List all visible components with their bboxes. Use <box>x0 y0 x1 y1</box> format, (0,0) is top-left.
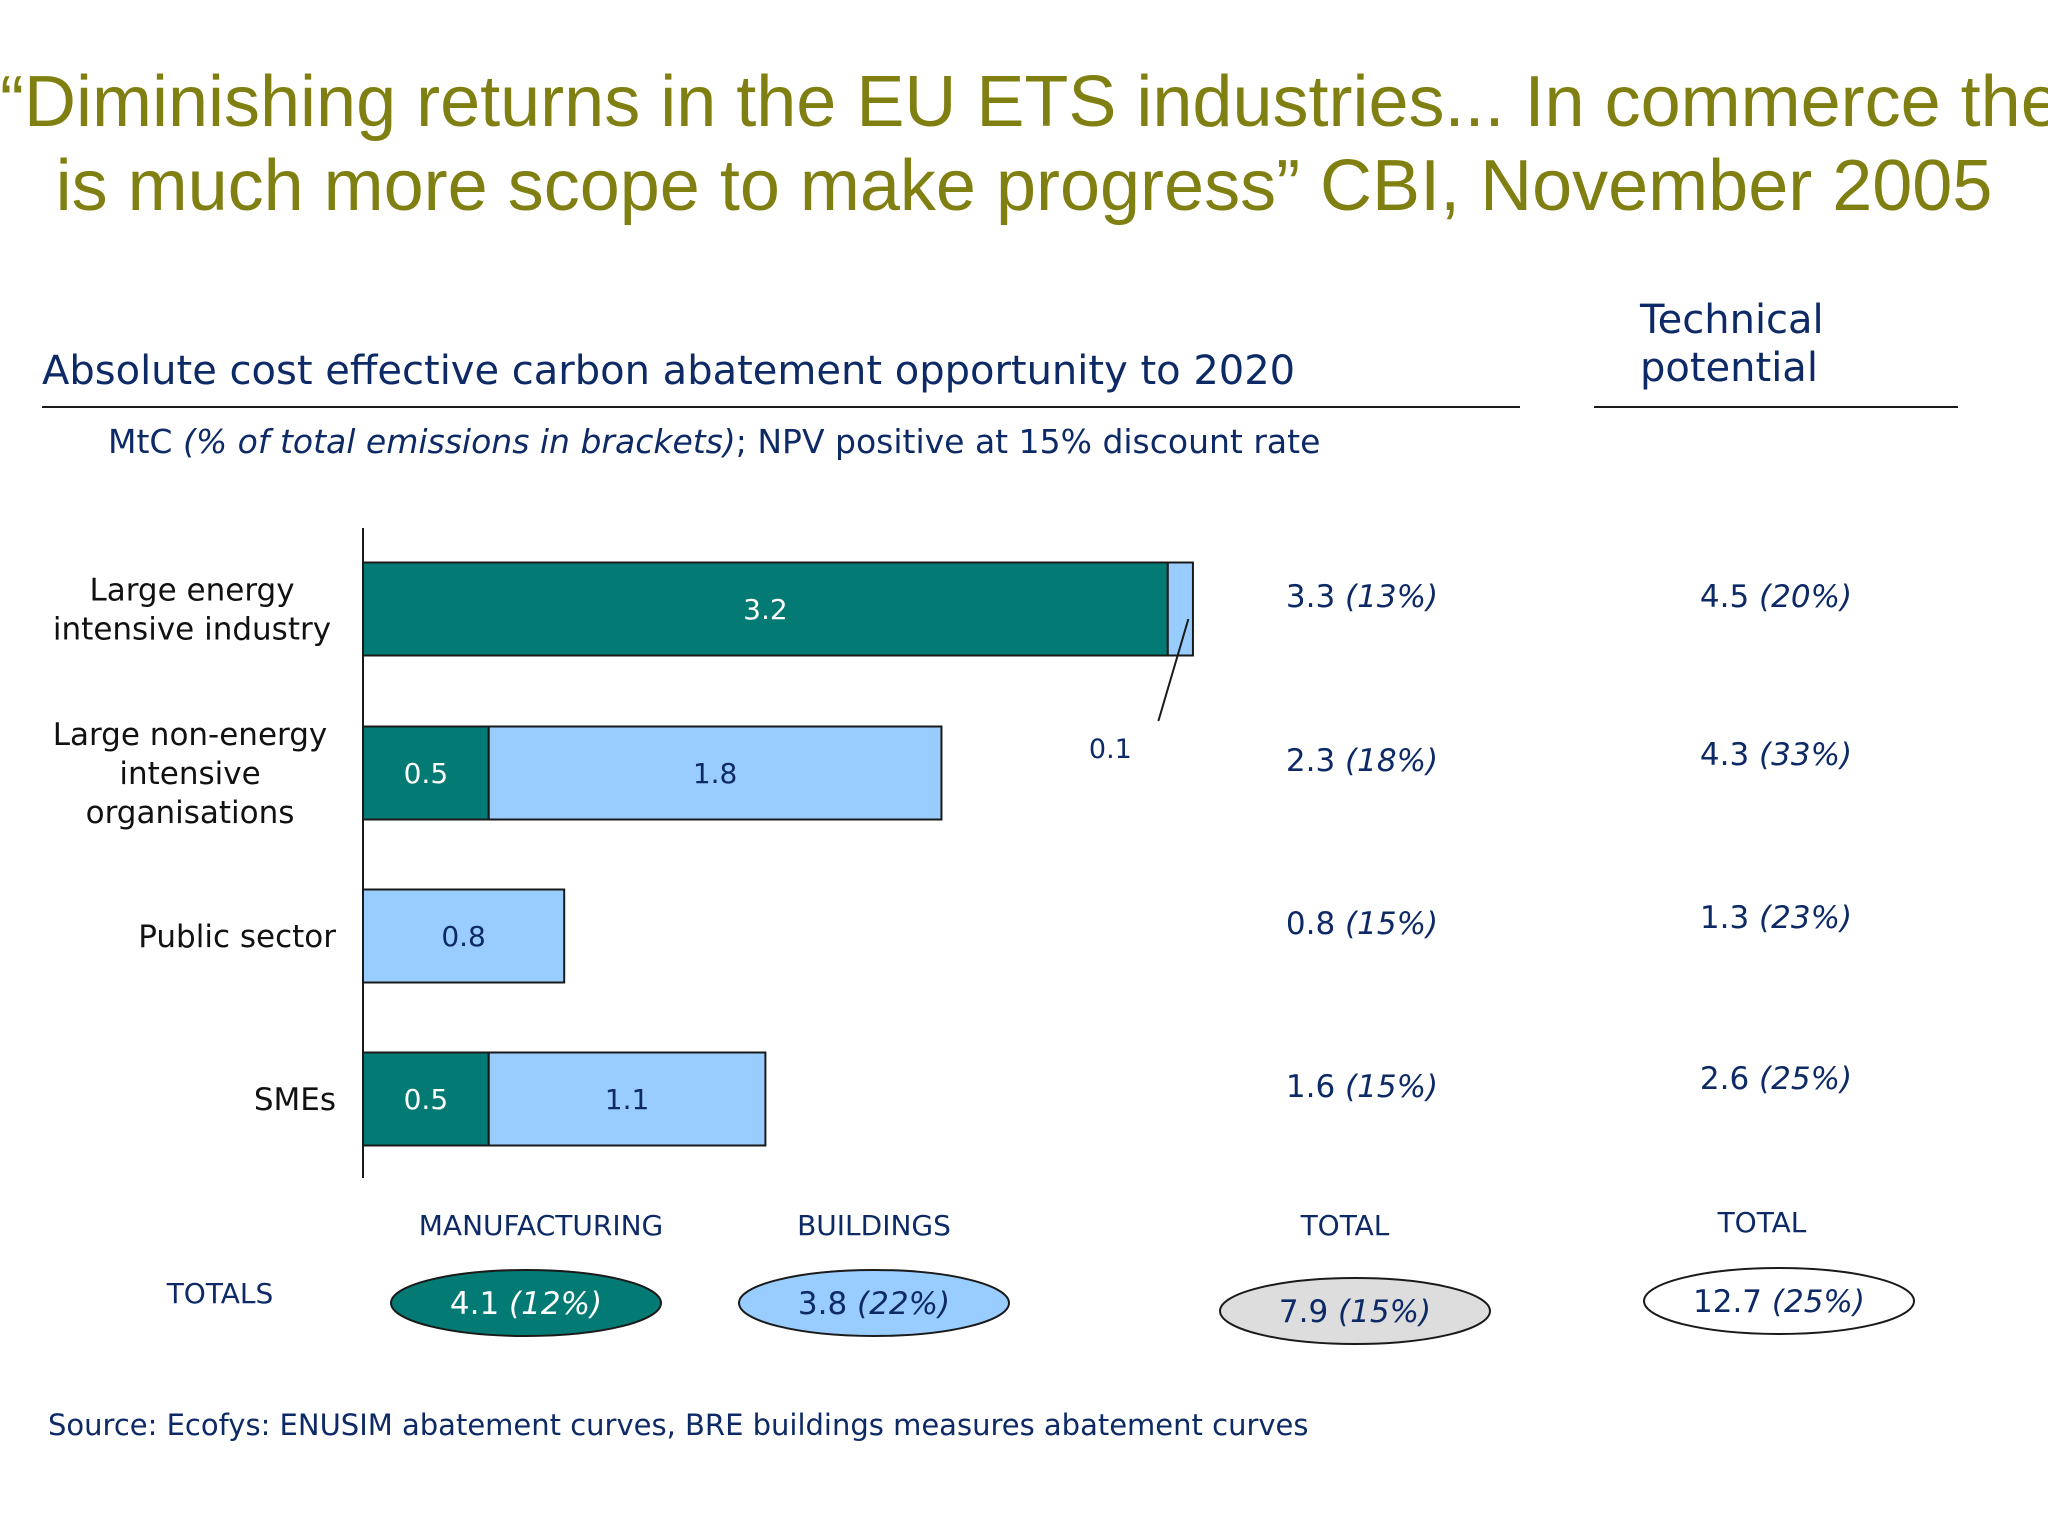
manufacturing-bar <box>362 561 1169 657</box>
subtitle-unit: MtC <box>108 422 173 461</box>
chart-subtitle: MtC (% of total emissions in brackets); … <box>108 422 1320 461</box>
total-pct: (15%) <box>1338 1294 1431 1330</box>
total-value: 7.9 <box>1279 1294 1338 1330</box>
buildings-total-text: 3.8 (22%) <box>798 1286 950 1322</box>
data-label: 1.8 <box>693 757 738 790</box>
manufacturing-bar <box>362 725 490 821</box>
row-total-pct: (18%) <box>1345 743 1438 779</box>
total-value: 3.8 <box>798 1286 857 1322</box>
source-note: Source: Ecofys: ENUSIM abatement curves,… <box>48 1408 1309 1442</box>
data-label: 0.8 <box>441 920 486 953</box>
data-label: 3.2 <box>743 593 788 626</box>
technical-total-header: TOTAL <box>1717 1206 1807 1239</box>
buildings-total-ellipse <box>738 1269 1010 1337</box>
headline: “Diminishing returns in the EU ETS indus… <box>0 60 2048 228</box>
technical-potential-value: 4.3 (33%) <box>1700 737 1852 773</box>
category-label: SMEs <box>254 1082 336 1118</box>
category-label-line: organisations <box>86 795 295 831</box>
total-pct: (22%) <box>857 1286 950 1322</box>
technical-value: 4.5 <box>1700 579 1759 615</box>
headline-line-1: “Diminishing returns in the EU ETS indus… <box>0 62 2048 142</box>
total-value: 12.7 <box>1693 1284 1772 1320</box>
category-label: Large energy intensive industry <box>53 573 331 648</box>
total-total-text: 7.9 (15%) <box>1279 1294 1431 1330</box>
technical-potential-title: Technical potential <box>1640 297 1824 391</box>
data-label: 1.1 <box>605 1083 650 1116</box>
category-label-line: intensive industry <box>53 612 331 648</box>
category-label: Public sector <box>138 919 336 955</box>
row-total: 1.6 (15%) <box>1286 1069 1438 1105</box>
category-label-line: intensive <box>119 756 260 792</box>
category-label-line: Large non-energy <box>53 717 328 753</box>
buildings-bar <box>1166 561 1194 657</box>
category-label-line: Large energy <box>89 573 294 609</box>
buildings-bar <box>362 888 566 984</box>
total-total-ellipse <box>1219 1277 1491 1345</box>
buildings-header: BUILDINGS <box>797 1209 951 1242</box>
category-label-line: Public sector <box>138 919 336 955</box>
row-total-pct: (13%) <box>1345 579 1438 615</box>
buildings-bar <box>487 725 943 821</box>
chart-title: Absolute cost effective carbon abatement… <box>42 348 1296 394</box>
row-total-pct: (15%) <box>1345 906 1438 942</box>
headline-line-2: is much more scope to make progress” CBI… <box>55 146 1993 226</box>
row-total: 3.3 (13%) <box>1286 579 1438 615</box>
row-total: 2.3 (18%) <box>1286 743 1438 779</box>
total-pct: (25%) <box>1772 1284 1865 1320</box>
row-total-value: 0.8 <box>1286 906 1345 942</box>
row-total-value: 3.3 <box>1286 579 1345 615</box>
chart-title-rule <box>42 406 1520 408</box>
row-total-value: 2.3 <box>1286 743 1345 779</box>
row-total-value: 1.6 <box>1286 1069 1345 1105</box>
data-label-leader <box>1157 618 1190 722</box>
technical-value: 4.3 <box>1700 737 1759 773</box>
technical-potential-value: 4.5 (20%) <box>1700 579 1852 615</box>
technical-total-ellipse <box>1643 1267 1915 1335</box>
row-total: 0.8 (15%) <box>1286 906 1438 942</box>
technical-pct: (20%) <box>1759 579 1852 615</box>
technical-total-text: 12.7 (25%) <box>1693 1284 1865 1320</box>
technical-pct: (33%) <box>1759 737 1852 773</box>
technical-title-rule <box>1594 406 1958 408</box>
technical-potential-value: 2.6 (25%) <box>1700 1061 1852 1097</box>
technical-potential-value: 1.3 (23%) <box>1700 900 1852 936</box>
technical-pct: (23%) <box>1759 900 1852 936</box>
manufacturing-total-text: 4.1 (12%) <box>450 1286 602 1322</box>
row-total-pct: (15%) <box>1345 1069 1438 1105</box>
total-header: TOTAL <box>1300 1209 1390 1242</box>
technical-pct: (25%) <box>1759 1061 1852 1097</box>
data-label: 0.1 <box>1089 734 1132 765</box>
technical-value: 1.3 <box>1700 900 1759 936</box>
manufacturing-header: MANUFACTURING <box>419 1209 663 1242</box>
category-label: Large non-energy intensive organisations <box>53 717 328 831</box>
data-label: 0.5 <box>404 757 449 790</box>
category-label-line: SMEs <box>254 1082 336 1118</box>
total-value: 4.1 <box>450 1286 509 1322</box>
subtitle-rest: ; NPV positive at 15% discount rate <box>735 422 1321 461</box>
total-pct: (12%) <box>509 1286 602 1322</box>
manufacturing-total-ellipse <box>390 1269 662 1337</box>
buildings-bar <box>487 1051 767 1147</box>
subtitle-bracket-note: (% of total emissions in brackets) <box>182 422 736 461</box>
totals-label: TOTALS <box>166 1277 274 1310</box>
technical-value: 2.6 <box>1700 1061 1759 1097</box>
data-label: 0.5 <box>404 1083 449 1116</box>
